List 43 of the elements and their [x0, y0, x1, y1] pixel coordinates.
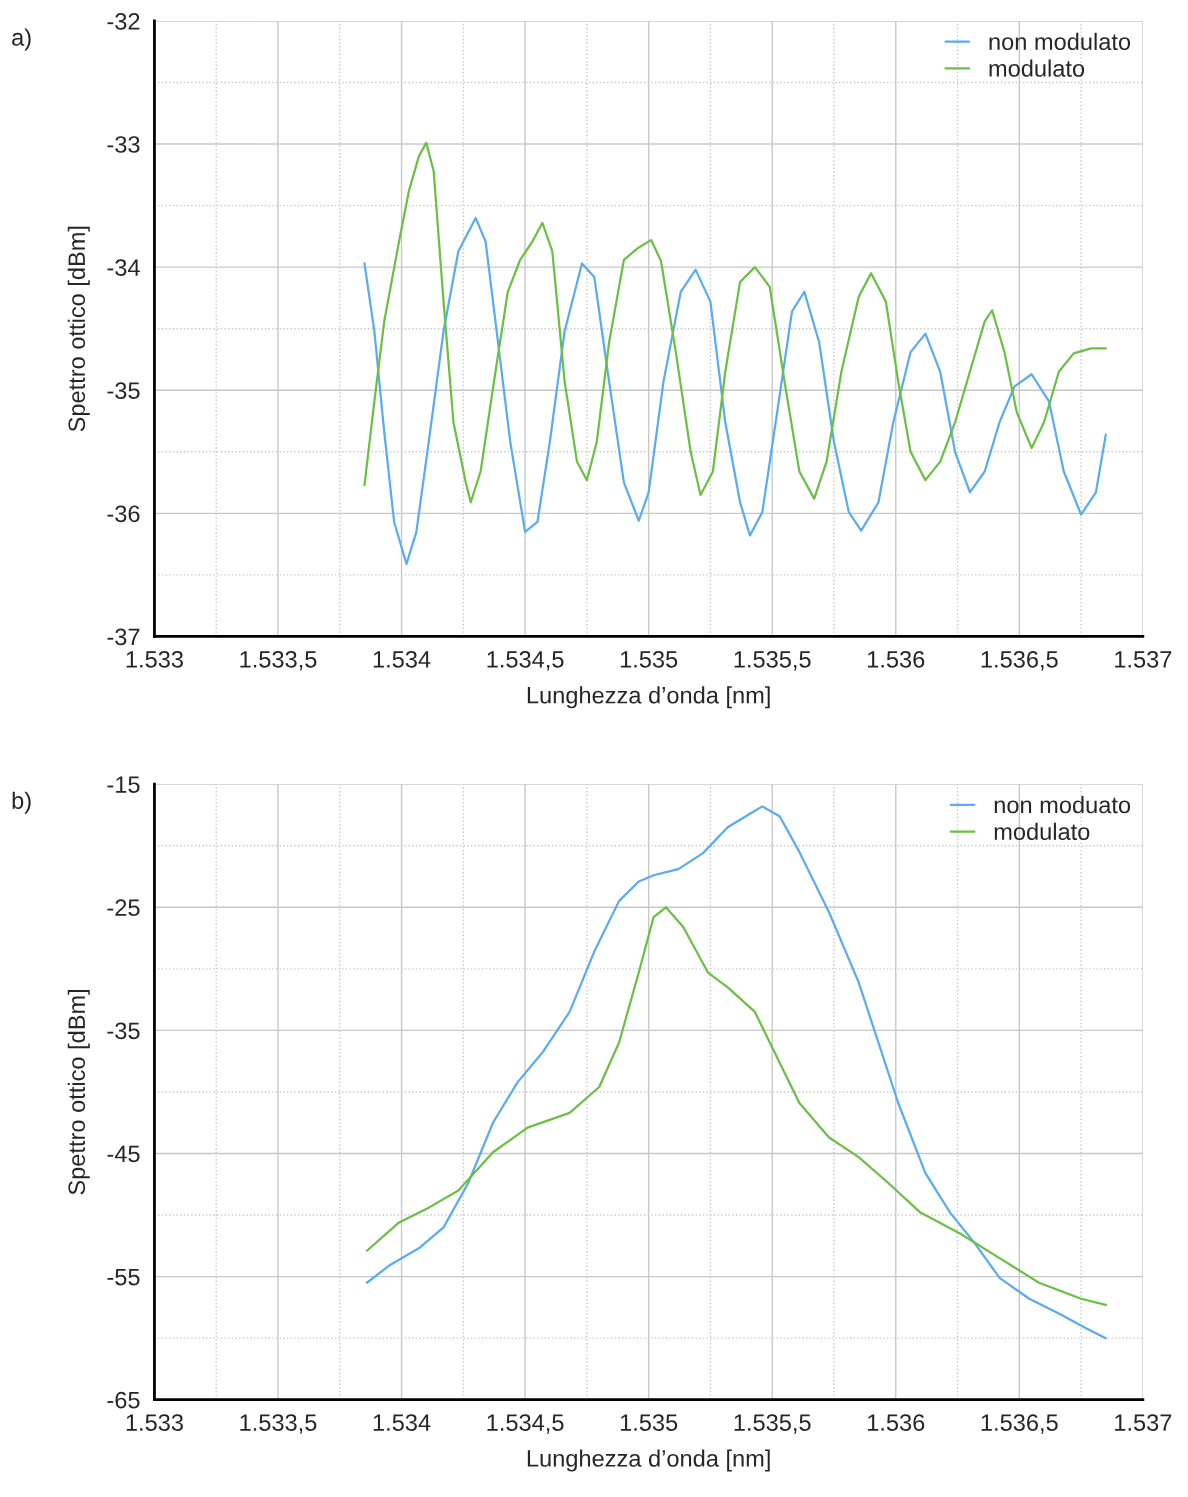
y-tick-label: -25	[107, 899, 140, 917]
x-tick-label: 1.536	[868, 650, 925, 668]
y-tick-label: -55	[107, 1268, 140, 1286]
x-tick-label: 1.535,5	[734, 1414, 811, 1434]
x-tick-label: 1.536,5	[981, 650, 1058, 671]
x-tick-label: 1.535	[620, 1414, 678, 1431]
x-tick-label: 1.535	[620, 650, 678, 668]
legend-label: non moduato	[994, 795, 1131, 814]
legend-label: modulato	[989, 59, 1085, 77]
y-tick-label: -15	[107, 776, 140, 793]
x-tick-label: 1.534,5	[487, 650, 564, 671]
line-series	[363, 216, 1107, 565]
x-tick-label: 1.536,5	[981, 1414, 1058, 1434]
x-tick-label: 1.534,5	[487, 1414, 564, 1434]
y-tick-label: -34	[107, 259, 140, 276]
y-tick-label: -37	[107, 628, 140, 646]
x-tick-label: 1.533,5	[240, 1414, 317, 1434]
line-series	[363, 141, 1107, 504]
legend-label: modulato	[994, 822, 1090, 841]
text: b)	[12, 791, 31, 814]
line-series	[365, 906, 1107, 1307]
y-tick-label: -36	[107, 505, 140, 523]
x-tick-label: 1.537	[1115, 650, 1172, 668]
text: a)	[12, 28, 31, 51]
x-tick-label: 1.535,5	[734, 650, 811, 671]
y-tick-label: -33	[107, 136, 140, 153]
y-tick-label: -65	[107, 1391, 140, 1409]
x-axis-title: Lunghezza d’onda [nm]	[527, 1449, 770, 1472]
y-tick-label: -45	[107, 1145, 140, 1163]
x-axis-title: Lunghezza d’onda [nm]	[527, 686, 770, 709]
x-tick-label: 1.534	[373, 650, 431, 668]
y-axis-title: Spettro ottico [dBm]	[67, 989, 90, 1195]
y-tick-label: -35	[107, 1022, 140, 1040]
y-tick-label: -35	[107, 382, 140, 400]
y-tick-label: -32	[107, 13, 140, 30]
x-tick-label: 1.536	[868, 1414, 925, 1431]
x-tick-label: 1.533	[126, 1414, 183, 1431]
x-tick-label: 1.533	[126, 650, 183, 668]
y-axis-title: Spettro ottico [dBm]	[67, 226, 90, 432]
x-tick-label: 1.537	[1115, 1414, 1172, 1431]
x-tick-label: 1.533,5	[240, 650, 317, 671]
x-tick-label: 1.534	[373, 1414, 431, 1431]
legend-label: non modulato	[989, 32, 1131, 51]
